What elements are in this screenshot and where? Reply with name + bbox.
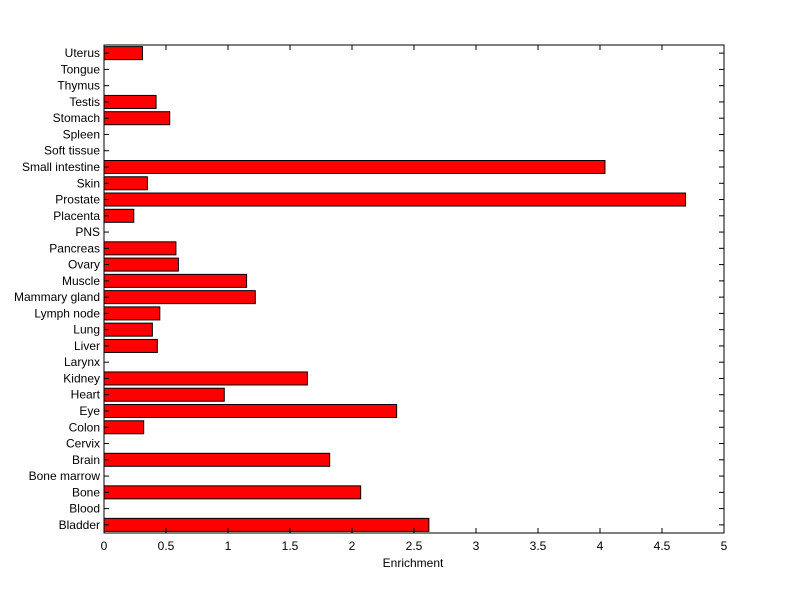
y-tick-label: Liver <box>74 339 100 353</box>
x-tick-label: 2.5 <box>406 539 423 553</box>
bar-small-intestine <box>103 159 606 175</box>
bar-lung <box>103 322 153 337</box>
x-tick-label: 1 <box>225 539 232 553</box>
y-tick-label: PNS <box>75 225 100 239</box>
bar-uterus <box>103 46 143 61</box>
y-tick-label: Colon <box>69 420 100 434</box>
y-tick-label: Blood <box>69 502 100 516</box>
bar-brain <box>103 452 331 467</box>
x-tick-label: 0.5 <box>158 539 175 553</box>
y-tick-label: Pancreas <box>49 241 100 255</box>
y-tick-label: Cervix <box>66 437 100 451</box>
y-tick-label: Ovary <box>68 258 100 272</box>
x-ticks-group: 0 0.5 1 1.5 2 2.5 3 3.5 4 4.5 5 <box>101 45 728 553</box>
bar-colon <box>103 420 145 435</box>
bar-liver <box>103 338 158 353</box>
y-tick-label: Bladder <box>59 518 100 532</box>
bar-heart <box>103 387 225 402</box>
y-tick-label: Bone marrow <box>29 469 101 483</box>
x-tick-label: 3.5 <box>530 539 547 553</box>
bar-muscle <box>103 273 248 288</box>
y-ticks-group: Bladder Blood Bone Bone marrow Brain Cervix Co… <box>14 46 724 532</box>
y-tick-label: Soft tissue <box>44 144 100 158</box>
y-tick-label: Eye <box>79 404 100 418</box>
y-tick-label: Heart <box>71 388 101 402</box>
y-tick-label: Brain <box>72 453 100 467</box>
bar-testis <box>103 94 157 109</box>
bar-eye <box>103 403 398 419</box>
y-tick-label: Stomach <box>53 111 100 125</box>
bar-bone <box>103 485 362 500</box>
x-tick-label: 5 <box>721 539 728 553</box>
bar-ovary <box>103 257 179 272</box>
y-tick-label: Lung <box>73 323 100 337</box>
bar-kidney <box>103 371 308 386</box>
x-tick-label: 4 <box>597 539 604 553</box>
y-tick-label: Placenta <box>53 209 100 223</box>
y-tick-label: Muscle <box>62 274 100 288</box>
y-tick-label: Thymus <box>57 79 100 93</box>
bar-skin <box>103 176 148 191</box>
x-tick-label: 2 <box>349 539 356 553</box>
y-tick-label: Kidney <box>63 371 100 385</box>
y-tick-label: Testis <box>69 95 100 109</box>
x-tick-label: 3 <box>473 539 480 553</box>
plot-area <box>104 45 724 533</box>
x-axis-label: Enrichment <box>383 556 444 570</box>
x-tick-label: 4.5 <box>654 539 671 553</box>
y-tick-label: Tongue <box>61 62 101 76</box>
bar-pancreas <box>103 241 177 256</box>
x-tick-label: 0 <box>101 539 108 553</box>
y-tick-label: Uterus <box>65 46 100 60</box>
y-tick-label: Small intestine <box>22 160 100 174</box>
bar-stomach <box>103 111 171 126</box>
x-tick-label: 1.5 <box>282 539 299 553</box>
y-tick-label: Skin <box>77 176 100 190</box>
y-tick-label: Bone <box>72 485 100 499</box>
y-tick-label: Spleen <box>63 127 100 141</box>
y-tick-label: Larynx <box>64 355 100 369</box>
bar-mammary-gland <box>103 290 256 305</box>
y-tick-label: Prostate <box>55 193 100 207</box>
bar-lymph-node <box>103 306 161 321</box>
bar-prostate <box>103 192 687 207</box>
y-tick-label: Mammary gland <box>14 290 100 304</box>
bar-bladder <box>103 517 430 532</box>
y-tick-label: Lymph node <box>34 306 100 320</box>
